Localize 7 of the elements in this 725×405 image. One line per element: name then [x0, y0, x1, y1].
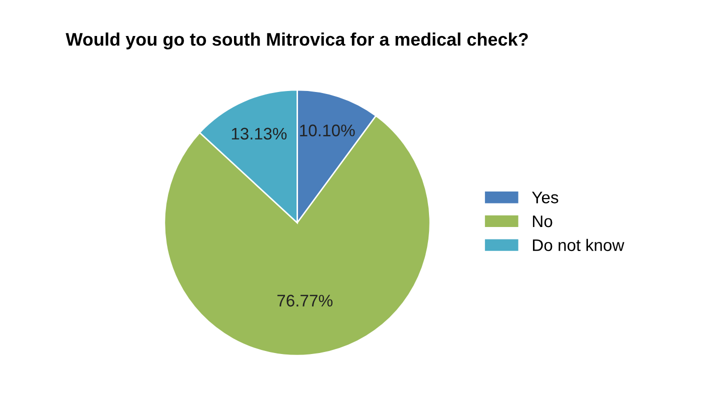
- legend-label: Yes: [532, 192, 558, 204]
- chart-title: Would you go to south Mitrovica for a medical check?: [66, 32, 528, 50]
- data-label: 76.77%: [277, 294, 332, 307]
- legend-label: No: [532, 216, 552, 228]
- data-label: 13.13%: [232, 128, 287, 140]
- data-label: 10.10%: [300, 124, 355, 136]
- legend-label: Do not know: [532, 238, 624, 252]
